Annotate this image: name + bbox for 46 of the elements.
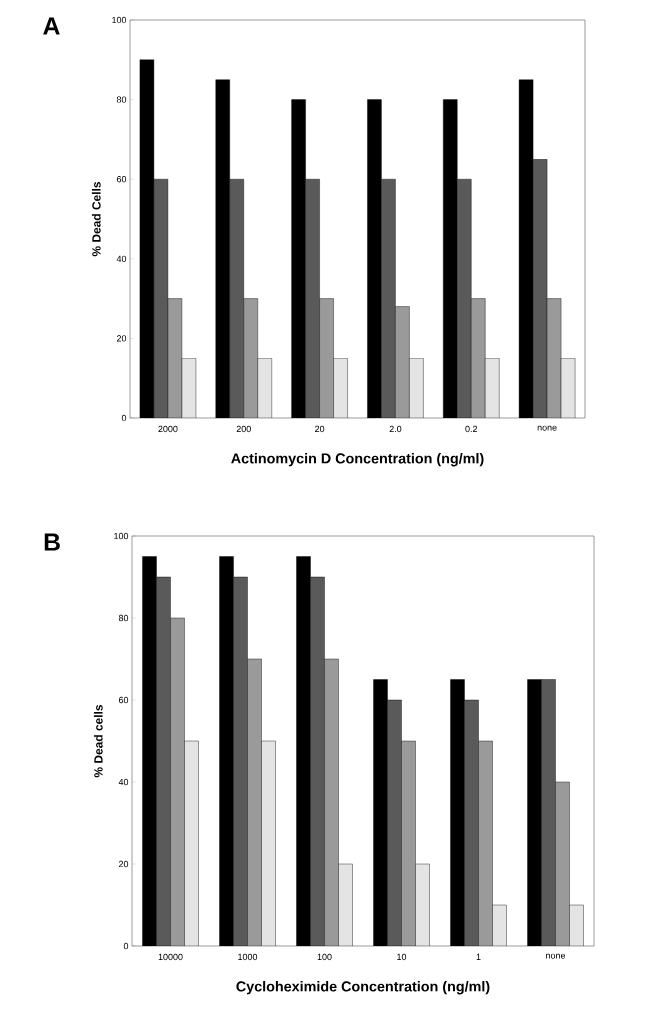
bar bbox=[541, 679, 556, 947]
x-tick-label: 10 bbox=[397, 953, 407, 961]
bar bbox=[233, 576, 248, 947]
y-tick-label: 100 bbox=[112, 16, 127, 24]
chart-title: B bbox=[44, 533, 60, 551]
bar bbox=[324, 658, 339, 947]
y-axis-title: % Dead cells bbox=[93, 704, 103, 778]
bar bbox=[261, 740, 276, 947]
y-tick-label: 40 bbox=[118, 778, 129, 786]
y-tick-label: 20 bbox=[118, 860, 129, 868]
x-tick-label: 10000 bbox=[158, 953, 183, 961]
x-axis-title: Actinomycin D Concentration (ng/ml) bbox=[231, 452, 484, 467]
bar bbox=[387, 699, 402, 947]
x-tick-label: 1 bbox=[476, 953, 481, 960]
bar bbox=[247, 658, 262, 947]
y-tick-label: 0 bbox=[121, 414, 127, 422]
bar bbox=[478, 740, 493, 947]
x-tick-label: none bbox=[546, 953, 566, 959]
bar bbox=[555, 781, 570, 947]
y-tick-label: 20 bbox=[116, 335, 127, 342]
bar bbox=[338, 863, 353, 947]
x-tick-label: 2000 bbox=[158, 425, 178, 433]
bar bbox=[310, 576, 325, 947]
y-tick-label: 80 bbox=[116, 96, 127, 103]
bar bbox=[464, 699, 479, 947]
y-tick-label: 40 bbox=[116, 255, 127, 262]
y-tick-label: 60 bbox=[116, 176, 127, 183]
bar bbox=[401, 740, 416, 947]
y-tick-label: 100 bbox=[114, 532, 129, 540]
bar bbox=[415, 863, 430, 947]
y-tick-label: 60 bbox=[118, 696, 129, 704]
bar bbox=[170, 617, 185, 947]
x-tick-label: 20 bbox=[315, 425, 325, 433]
x-tick-label: 1000 bbox=[238, 953, 258, 961]
chart-title: A bbox=[43, 17, 60, 35]
bar bbox=[184, 740, 199, 947]
x-tick-label: none bbox=[537, 425, 557, 431]
y-axis-title: % Dead Cells bbox=[91, 181, 101, 257]
x-tick-label: 0.2 bbox=[465, 425, 478, 433]
y-tick-label: 80 bbox=[118, 614, 129, 622]
x-tick-label: 2.0 bbox=[389, 425, 402, 433]
bar bbox=[156, 576, 171, 947]
y-tick-label: 0 bbox=[123, 942, 129, 950]
x-axis-title: Cycloheximide Concentration (ng/ml) bbox=[236, 980, 490, 995]
x-tick-label: 100 bbox=[317, 953, 332, 961]
x-tick-label: 200 bbox=[236, 425, 251, 433]
